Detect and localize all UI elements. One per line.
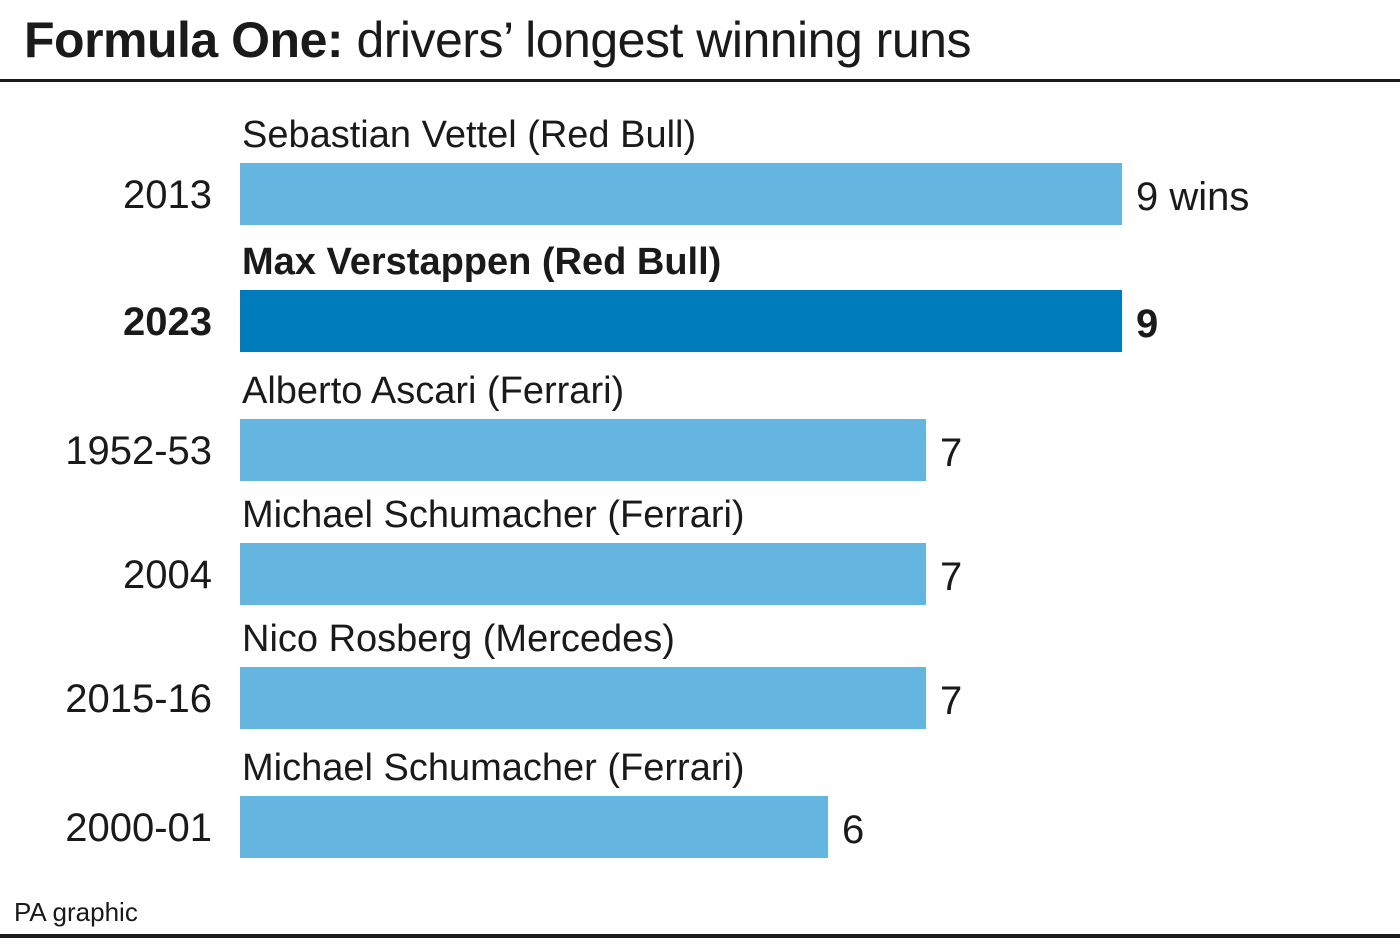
- value-label: 9 wins: [1136, 175, 1249, 219]
- value-label: 7: [940, 431, 962, 475]
- chart-title: Formula One: drivers’ longest winning ru…: [24, 8, 971, 72]
- bar-2013: [240, 163, 1122, 225]
- bar-2023: [240, 290, 1122, 352]
- driver-label: Alberto Ascari (Ferrari): [242, 370, 624, 412]
- bar-2000-01: [240, 796, 828, 858]
- value-label: 6: [842, 808, 864, 852]
- source-credit: PA graphic: [14, 897, 138, 927]
- bar-2004: [240, 543, 926, 605]
- year-label: 1952-53: [65, 429, 212, 473]
- year-label: 2015-16: [65, 677, 212, 721]
- driver-label: Michael Schumacher (Ferrari): [242, 494, 745, 536]
- driver-label: Michael Schumacher (Ferrari): [242, 747, 745, 789]
- top-rule: [0, 79, 1400, 82]
- value-label: 7: [940, 555, 962, 599]
- year-label: 2023: [123, 300, 212, 344]
- year-label: 2000-01: [65, 806, 212, 850]
- year-label: 2013: [123, 173, 212, 217]
- year-label: 2004: [123, 553, 212, 597]
- value-label: 9: [1136, 302, 1158, 346]
- bar-2015-16: [240, 667, 926, 729]
- bar-1952-53: [240, 419, 926, 481]
- bottom-rule: [0, 934, 1400, 938]
- title-light: drivers’ longest winning runs: [356, 12, 971, 68]
- driver-label: Nico Rosberg (Mercedes): [242, 618, 675, 660]
- driver-label: Max Verstappen (Red Bull): [242, 241, 721, 283]
- title-bold: Formula One:: [24, 12, 344, 68]
- value-label: 7: [940, 679, 962, 723]
- driver-label: Sebastian Vettel (Red Bull): [242, 114, 696, 156]
